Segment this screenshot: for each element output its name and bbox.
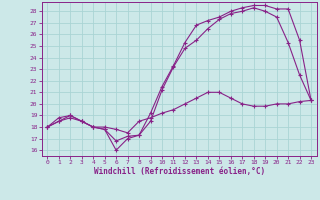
X-axis label: Windchill (Refroidissement éolien,°C): Windchill (Refroidissement éolien,°C) xyxy=(94,167,265,176)
